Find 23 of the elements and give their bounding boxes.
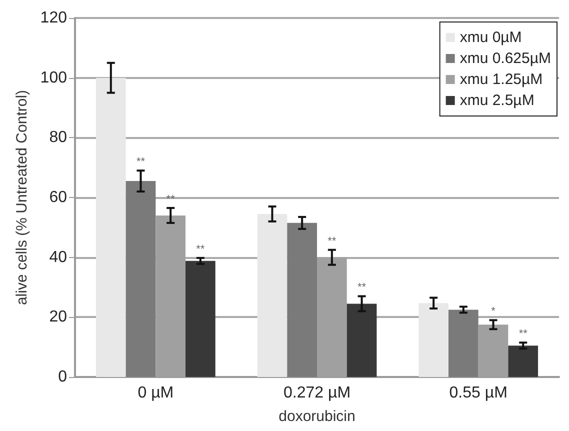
data-label: ** [196,243,206,256]
x-tick-label: 0.272 µM [283,384,351,402]
y-tick-label: 20 [49,308,68,326]
x-axis-title: doxorubicin [278,408,356,425]
legend-label: xmu 1.25µM [460,71,543,88]
legend-label: xmu 0.625µM [460,50,552,67]
y-tick-label: 80 [49,129,68,146]
y-tick-label: 0 [58,368,68,386]
data-label: * [491,306,496,318]
data-label: ** [357,282,367,294]
legend-label: xmu 2.5µM [460,92,534,109]
data-label: ** [328,235,337,248]
x-tick-label: 0.55 µM [449,384,508,402]
legend-label: xmu 0µM [460,29,522,46]
y-tick-label: 40 [49,248,68,266]
y-tick-label: 60 [49,189,68,206]
data-label: ** [518,328,528,340]
x-tick-label: 0 µM [138,384,174,402]
y-axis-title: alive cells (% Untreated Control) [13,90,30,306]
y-tick-label: 120 [40,10,68,26]
data-label: ** [136,156,146,168]
y-tick-label: 100 [40,69,68,86]
data-label: ** [166,193,176,206]
